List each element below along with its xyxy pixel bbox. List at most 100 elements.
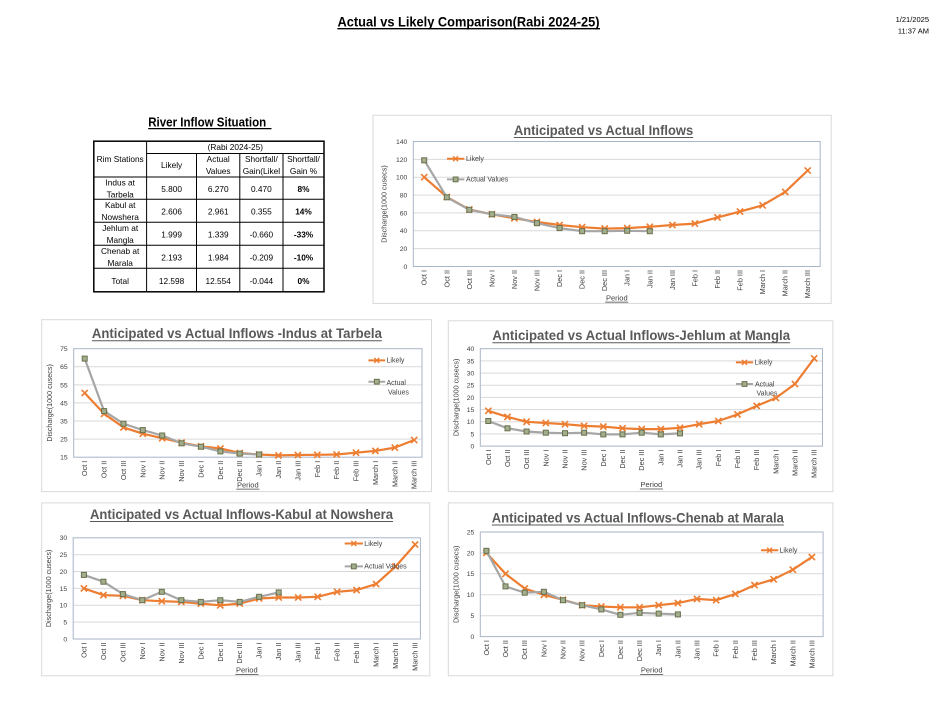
svg-text:75: 75 xyxy=(60,346,68,353)
svg-text:Feb I: Feb I xyxy=(714,450,723,467)
svg-text:Nowshera: Nowshera xyxy=(102,212,140,222)
svg-text:65: 65 xyxy=(60,364,68,371)
svg-text:Jan III: Jan III xyxy=(695,450,704,470)
svg-text:Indus at: Indus at xyxy=(105,178,135,188)
svg-text:Dec II: Dec II xyxy=(616,640,625,659)
svg-text:Feb III: Feb III xyxy=(736,270,745,291)
svg-text:0%: 0% xyxy=(298,276,311,286)
svg-text:Oct III: Oct III xyxy=(520,640,529,659)
svg-text:15: 15 xyxy=(60,455,68,462)
svg-text:2.193: 2.193 xyxy=(161,253,182,263)
svg-text:30: 30 xyxy=(60,535,68,542)
svg-text:Likely: Likely xyxy=(780,547,798,554)
svg-text:March I: March I xyxy=(771,450,780,474)
svg-text:Anticipated vs Actual Inflows-: Anticipated vs Actual Inflows-Jehlum at … xyxy=(492,328,790,343)
svg-text:35: 35 xyxy=(60,418,68,425)
svg-text:Discharge(1000 cusecs): Discharge(1000 cusecs) xyxy=(45,364,54,442)
svg-text:45: 45 xyxy=(60,400,68,407)
svg-text:March III: March III xyxy=(810,450,819,478)
svg-text:40: 40 xyxy=(400,228,408,235)
svg-text:1.339: 1.339 xyxy=(208,230,229,240)
svg-text:Nov III: Nov III xyxy=(177,461,186,482)
svg-text:Dec II: Dec II xyxy=(618,450,627,469)
svg-text:Oct I: Oct I xyxy=(482,640,491,655)
svg-text:Dec III: Dec III xyxy=(600,270,609,291)
svg-text:20: 20 xyxy=(400,246,408,253)
svg-text:March II: March II xyxy=(390,461,399,487)
svg-text:Feb I: Feb I xyxy=(313,461,322,478)
svg-text:March II: March II xyxy=(781,270,790,296)
svg-text:30: 30 xyxy=(467,370,475,377)
svg-text:Jan II: Jan II xyxy=(676,450,685,468)
svg-text:Jan III: Jan III xyxy=(293,461,302,481)
svg-text:8%: 8% xyxy=(298,184,311,194)
svg-text:0: 0 xyxy=(471,634,475,641)
svg-text:Values: Values xyxy=(388,389,409,396)
svg-text:25: 25 xyxy=(60,552,68,559)
svg-text:Dec I: Dec I xyxy=(555,270,564,287)
svg-text:Likely: Likely xyxy=(161,160,183,170)
svg-text:14%: 14% xyxy=(295,207,312,217)
svg-text:11:37 AM: 11:37 AM xyxy=(898,26,929,35)
svg-text:Feb II: Feb II xyxy=(332,461,341,480)
svg-text:Likely: Likely xyxy=(755,360,773,367)
svg-text:Anticipated vs Actual Inflows: Anticipated vs Actual Inflows xyxy=(514,123,693,138)
svg-text:Kabul at: Kabul at xyxy=(105,200,136,210)
svg-text:March I: March I xyxy=(372,643,381,667)
svg-text:Feb II: Feb II xyxy=(733,450,742,469)
svg-text:Period: Period xyxy=(236,666,258,675)
svg-text:Gain(Likel: Gain(Likel xyxy=(243,166,281,176)
svg-text:March II: March II xyxy=(791,450,800,476)
svg-text:Actual vs Likely Comparison(Ra: Actual vs Likely Comparison(Rabi 2024-25… xyxy=(338,14,600,30)
svg-text:March III: March III xyxy=(411,643,420,671)
svg-text:Discharge(1000 cusecs): Discharge(1000 cusecs) xyxy=(452,359,461,437)
svg-text:Discharge(1000 cusecs): Discharge(1000 cusecs) xyxy=(44,550,53,628)
svg-text:-0.660: -0.660 xyxy=(250,230,274,240)
svg-text:Oct I: Oct I xyxy=(420,270,429,285)
svg-text:Feb II: Feb II xyxy=(731,640,740,659)
svg-text:40: 40 xyxy=(467,346,475,353)
svg-text:Feb I: Feb I xyxy=(690,270,699,287)
svg-text:Oct II: Oct II xyxy=(100,461,109,478)
svg-text:Jehlum at: Jehlum at xyxy=(102,223,139,233)
svg-text:10: 10 xyxy=(60,603,68,610)
svg-text:Period: Period xyxy=(237,480,259,489)
svg-text:Oct III: Oct III xyxy=(465,270,474,289)
svg-text:Oct III: Oct III xyxy=(522,450,531,469)
svg-text:Actual: Actual xyxy=(207,154,230,164)
svg-text:Jan II: Jan II xyxy=(274,461,283,479)
svg-text:Jan II: Jan II xyxy=(645,270,654,288)
svg-text:12.554: 12.554 xyxy=(206,276,232,286)
svg-text:25: 25 xyxy=(467,383,475,390)
svg-text:Chenab at: Chenab at xyxy=(101,246,140,256)
svg-text:Actual: Actual xyxy=(387,380,407,387)
svg-text:Oct II: Oct II xyxy=(503,450,512,467)
svg-text:Nov II: Nov II xyxy=(158,461,167,480)
svg-text:20: 20 xyxy=(60,569,68,576)
svg-text:Jan I: Jan I xyxy=(255,461,264,477)
svg-text:Discharge(1000 cusecs): Discharge(1000 cusecs) xyxy=(380,165,389,243)
svg-text:Oct III: Oct III xyxy=(118,643,127,662)
svg-text:0: 0 xyxy=(404,264,408,271)
svg-text:0.355: 0.355 xyxy=(251,207,272,217)
svg-text:March I: March I xyxy=(758,270,767,294)
svg-text:Values: Values xyxy=(206,166,231,176)
svg-text:2.606: 2.606 xyxy=(161,207,182,217)
svg-text:Dec I: Dec I xyxy=(597,640,606,657)
svg-text:March I: March I xyxy=(371,461,380,485)
svg-text:Marala: Marala xyxy=(108,258,134,268)
svg-text:March II: March II xyxy=(391,643,400,669)
svg-text:March III: March III xyxy=(807,640,816,668)
svg-text:Feb III: Feb III xyxy=(352,461,361,482)
svg-text:Nov II: Nov II xyxy=(510,270,519,289)
svg-text:15: 15 xyxy=(467,571,475,578)
svg-text:Nov III: Nov III xyxy=(177,643,186,664)
svg-text:-0.044: -0.044 xyxy=(250,276,274,286)
svg-text:Shortfall/: Shortfall/ xyxy=(245,154,278,164)
svg-text:Values: Values xyxy=(757,390,778,397)
svg-text:80: 80 xyxy=(400,193,408,200)
svg-text:12.598: 12.598 xyxy=(159,276,185,286)
svg-text:60: 60 xyxy=(400,210,408,217)
svg-text:Oct I: Oct I xyxy=(80,461,89,476)
svg-text:-33%: -33% xyxy=(294,230,314,240)
